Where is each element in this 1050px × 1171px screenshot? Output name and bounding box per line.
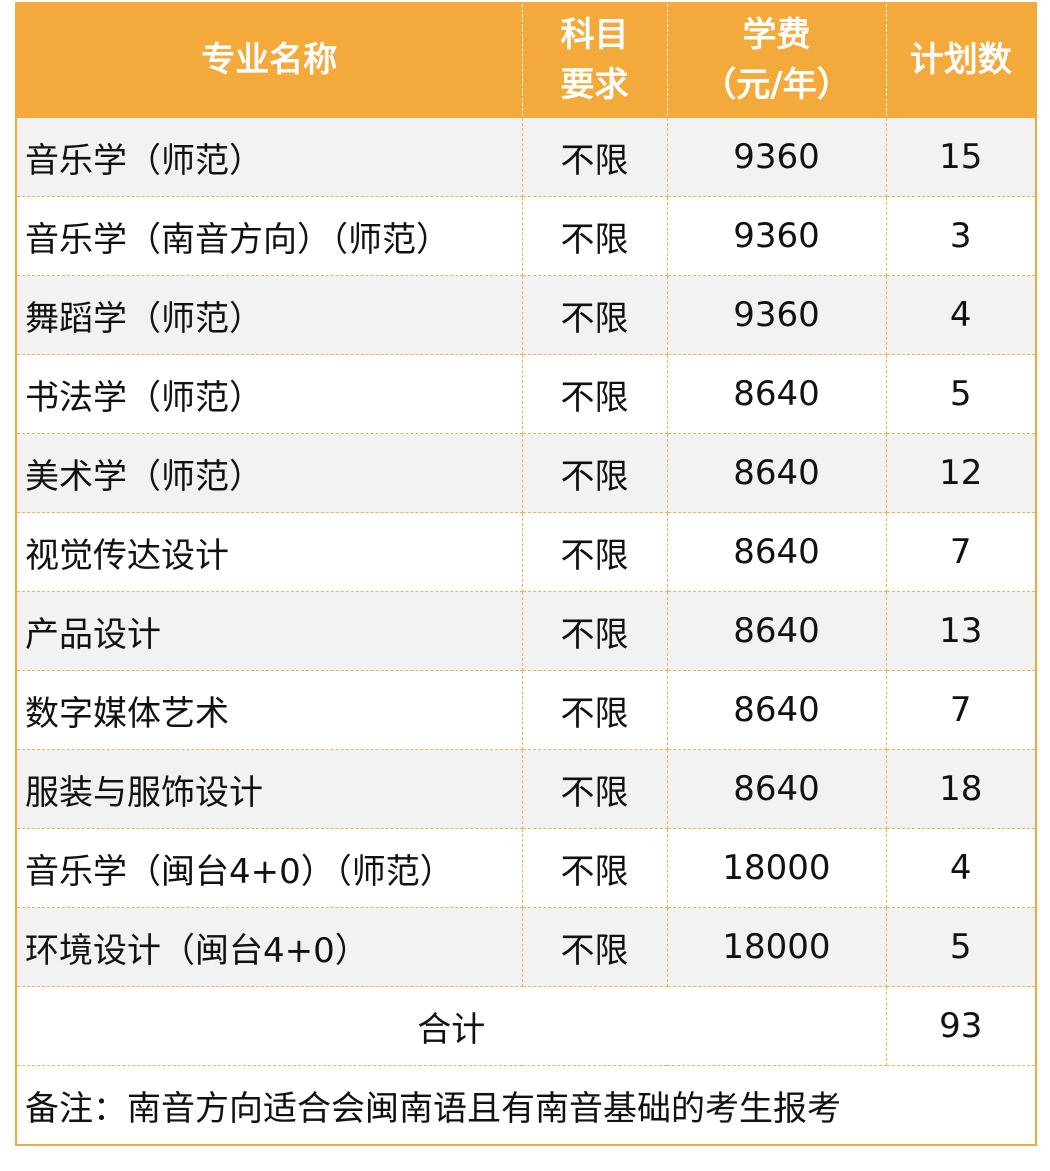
subject-cell: 不限 <box>521 670 668 750</box>
major-cell: 服装与服饰设计 <box>15 749 523 829</box>
subject-cell: 不限 <box>521 591 668 671</box>
note-text: 备注：南音方向适合会闽南语且有南音基础的考生报考 <box>15 1065 1037 1146</box>
header-tuition-line-2: （元/年） <box>702 65 851 105</box>
subject-cell: 不限 <box>521 117 668 197</box>
subject-cell: 不限 <box>521 512 668 592</box>
tuition-cell: 9360 <box>666 117 887 197</box>
note-row: 备注：南音方向适合会闽南语且有南音基础的考生报考 <box>15 1065 1037 1146</box>
subject-cell: 不限 <box>521 828 668 908</box>
major-cell: 舞蹈学（师范） <box>15 275 523 355</box>
table-row: 美术学（师范） 不限 8640 12 <box>15 433 1037 513</box>
header-tuition: 学费 （元/年） <box>666 2 887 118</box>
table-body: 音乐学（师范） 不限 9360 15 音乐学（南音方向）（师范） 不限 9360… <box>15 117 1037 1146</box>
tuition-cell: 8640 <box>666 670 887 750</box>
plan-cell: 3 <box>885 196 1037 276</box>
table-row: 音乐学（师范） 不限 9360 15 <box>15 117 1037 197</box>
table-header: 专业名称 科目 要求 学费 （元/年） 计划数 <box>15 2 1037 118</box>
major-cell: 书法学（师范） <box>15 354 523 434</box>
header-row: 专业名称 科目 要求 学费 （元/年） 计划数 <box>15 2 1037 118</box>
table-row: 舞蹈学（师范） 不限 9360 4 <box>15 275 1037 355</box>
table-row: 书法学（师范） 不限 8640 5 <box>15 354 1037 434</box>
plan-cell: 15 <box>885 117 1037 197</box>
plan-cell: 12 <box>885 433 1037 513</box>
subject-cell: 不限 <box>521 354 668 434</box>
tuition-cell: 8640 <box>666 512 887 592</box>
subject-cell: 不限 <box>521 196 668 276</box>
table-row: 服装与服饰设计 不限 8640 18 <box>15 749 1037 829</box>
major-cell: 环境设计（闽台4+0） <box>15 907 523 987</box>
subject-cell: 不限 <box>521 433 668 513</box>
tuition-cell: 8640 <box>666 749 887 829</box>
plan-cell: 5 <box>885 907 1037 987</box>
major-cell: 美术学（师范） <box>15 433 523 513</box>
major-cell: 音乐学（南音方向）（师范） <box>15 196 523 276</box>
header-major-name: 专业名称 <box>15 2 523 118</box>
table-row: 视觉传达设计 不限 8640 7 <box>15 512 1037 592</box>
table-row: 音乐学（闽台4+0）（师范） 不限 18000 4 <box>15 828 1037 908</box>
header-subject-line-1: 科目 <box>560 15 629 55</box>
major-cell: 音乐学（闽台4+0）（师范） <box>15 828 523 908</box>
subject-cell: 不限 <box>521 907 668 987</box>
major-cell: 数字媒体艺术 <box>15 670 523 750</box>
table-row: 数字媒体艺术 不限 8640 7 <box>15 670 1037 750</box>
plan-cell: 13 <box>885 591 1037 671</box>
header-subject-line-2: 要求 <box>560 65 629 105</box>
major-cell: 产品设计 <box>15 591 523 671</box>
tuition-cell: 9360 <box>666 196 887 276</box>
enrollment-plan-table: 专业名称 科目 要求 学费 （元/年） 计划数 音乐学（师范） 不限 9360 … <box>15 2 1037 1146</box>
subject-cell: 不限 <box>521 275 668 355</box>
tuition-cell: 8640 <box>666 354 887 434</box>
major-cell: 视觉传达设计 <box>15 512 523 592</box>
plan-cell: 4 <box>885 828 1037 908</box>
table-row: 环境设计（闽台4+0） 不限 18000 5 <box>15 907 1037 987</box>
table-row: 产品设计 不限 8640 13 <box>15 591 1037 671</box>
total-value: 93 <box>885 986 1037 1066</box>
subject-cell: 不限 <box>521 749 668 829</box>
header-tuition-line-1: 学费 <box>742 15 811 55</box>
tuition-cell: 8640 <box>666 433 887 513</box>
header-plan-count: 计划数 <box>885 2 1037 118</box>
tuition-cell: 8640 <box>666 591 887 671</box>
plan-cell: 7 <box>885 512 1037 592</box>
plan-cell: 7 <box>885 670 1037 750</box>
total-label: 合计 <box>15 986 887 1066</box>
plan-cell: 5 <box>885 354 1037 434</box>
plan-cell: 4 <box>885 275 1037 355</box>
total-row: 合计 93 <box>15 986 1037 1066</box>
enrollment-plan-table-wrapper: 专业名称 科目 要求 学费 （元/年） 计划数 音乐学（师范） 不限 9360 … <box>15 2 1037 1146</box>
major-cell: 音乐学（师范） <box>15 117 523 197</box>
table-row: 音乐学（南音方向）（师范） 不限 9360 3 <box>15 196 1037 276</box>
tuition-cell: 18000 <box>666 828 887 908</box>
tuition-cell: 9360 <box>666 275 887 355</box>
plan-cell: 18 <box>885 749 1037 829</box>
tuition-cell: 18000 <box>666 907 887 987</box>
header-subject-requirement: 科目 要求 <box>521 2 668 118</box>
